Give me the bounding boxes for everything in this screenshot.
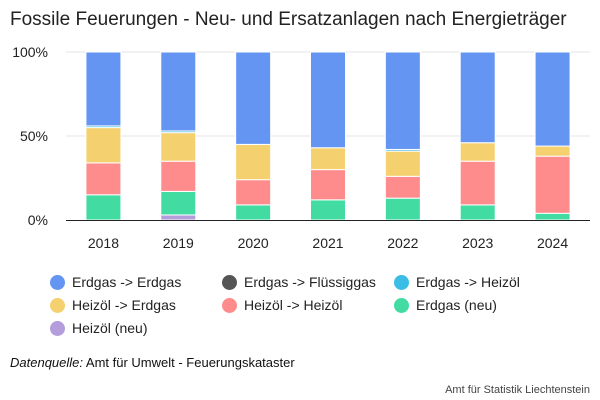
legend: Erdgas -> Erdgas Erdgas -> Flüssiggas Erdg… (50, 274, 544, 336)
bar-segment (160, 51, 197, 132)
bar-segment (384, 197, 421, 221)
bar-segment (160, 132, 197, 162)
bar-segment (235, 179, 272, 206)
legend-item: Heizöl -> Heizöl (222, 297, 394, 313)
legend-label: Heizöl -> Heizöl (244, 297, 343, 313)
bar-segment (459, 160, 496, 206)
legend-item: Heizöl (neu) (50, 320, 222, 336)
bar-segment (310, 147, 346, 171)
x-tick-label: 2018 (88, 235, 119, 251)
x-tick-label: 2019 (163, 235, 194, 251)
source-note: Datenquelle: Amt für Umwelt - Feuerungsk… (10, 355, 295, 370)
bar-segment (85, 162, 122, 196)
bar-segment (85, 51, 122, 127)
legend-swatch (50, 320, 65, 336)
bar-segment (160, 160, 197, 192)
x-tick-label: 2021 (312, 235, 343, 251)
bar-segment (384, 51, 421, 150)
legend-item: Erdgas -> Heizöl (394, 274, 544, 290)
source-label: Datenquelle: (10, 355, 83, 370)
x-tick-label: 2022 (387, 235, 418, 251)
chart-title: Fossile Feuerungen - Neu- und Ersatzanla… (10, 9, 567, 30)
legend-label: Erdgas -> Erdgas (72, 274, 182, 290)
legend-swatch (222, 274, 237, 290)
y-tick-label: 100% (12, 44, 48, 60)
bar-segment (534, 51, 571, 147)
bar-segment (85, 194, 122, 221)
x-tick-label: 2020 (238, 235, 269, 251)
legend-label: Erdgas -> Heizöl (416, 274, 520, 290)
bar-segment (235, 51, 272, 145)
bar-segment (459, 142, 496, 162)
bar-segment (459, 204, 496, 221)
bars (85, 51, 571, 221)
legend-item: Erdgas (neu) (394, 297, 544, 313)
bar-segment (534, 155, 571, 214)
legend-swatch (50, 274, 65, 290)
source-text: Amt für Umwelt - Feuerungskataster (85, 355, 295, 370)
x-tick-label: 2023 (462, 235, 493, 251)
y-axis-tick-labels: 0% 50% 100% (12, 44, 48, 228)
bar-segment (384, 175, 421, 199)
legend-swatch (50, 297, 65, 313)
legend-item: Erdgas -> Erdgas (50, 274, 222, 290)
legend-label: Heizöl -> Erdgas (72, 297, 176, 313)
bar-segment (459, 51, 496, 144)
bar-segment (235, 143, 272, 181)
legend-item: Heizöl -> Erdgas (50, 297, 222, 313)
bar-segment (235, 204, 272, 221)
credit-text: Amt für Statistik Liechtenstein (445, 384, 590, 396)
bar-segment (85, 127, 122, 164)
legend-swatch (394, 274, 409, 290)
x-tick-label: 2024 (537, 235, 568, 251)
legend-swatch (394, 297, 409, 313)
x-axis-tick-labels: 2018 2019 2020 2021 2022 2023 2024 (88, 235, 569, 251)
legend-item: Erdgas -> Flüssiggas (222, 274, 394, 290)
bar-segment (534, 212, 571, 221)
bar-segment (384, 150, 421, 177)
bar-segment (160, 214, 197, 221)
bar-segment (160, 190, 197, 216)
y-tick-label: 50% (20, 128, 48, 144)
legend-label: Erdgas (neu) (416, 297, 497, 313)
bar-segment (310, 51, 346, 149)
legend-swatch (222, 297, 237, 313)
legend-label: Heizöl (neu) (72, 320, 148, 336)
bar-segment (534, 145, 571, 157)
bar-segment (310, 199, 346, 221)
bar-segment (310, 169, 346, 201)
y-tick-label: 0% (28, 212, 48, 228)
stacked-bar-chart: 0% 50% 100% 2018 2019 2020 2021 2022 2023 2024 (12, 44, 590, 251)
legend-label: Erdgas -> Flüssiggas (244, 274, 376, 290)
